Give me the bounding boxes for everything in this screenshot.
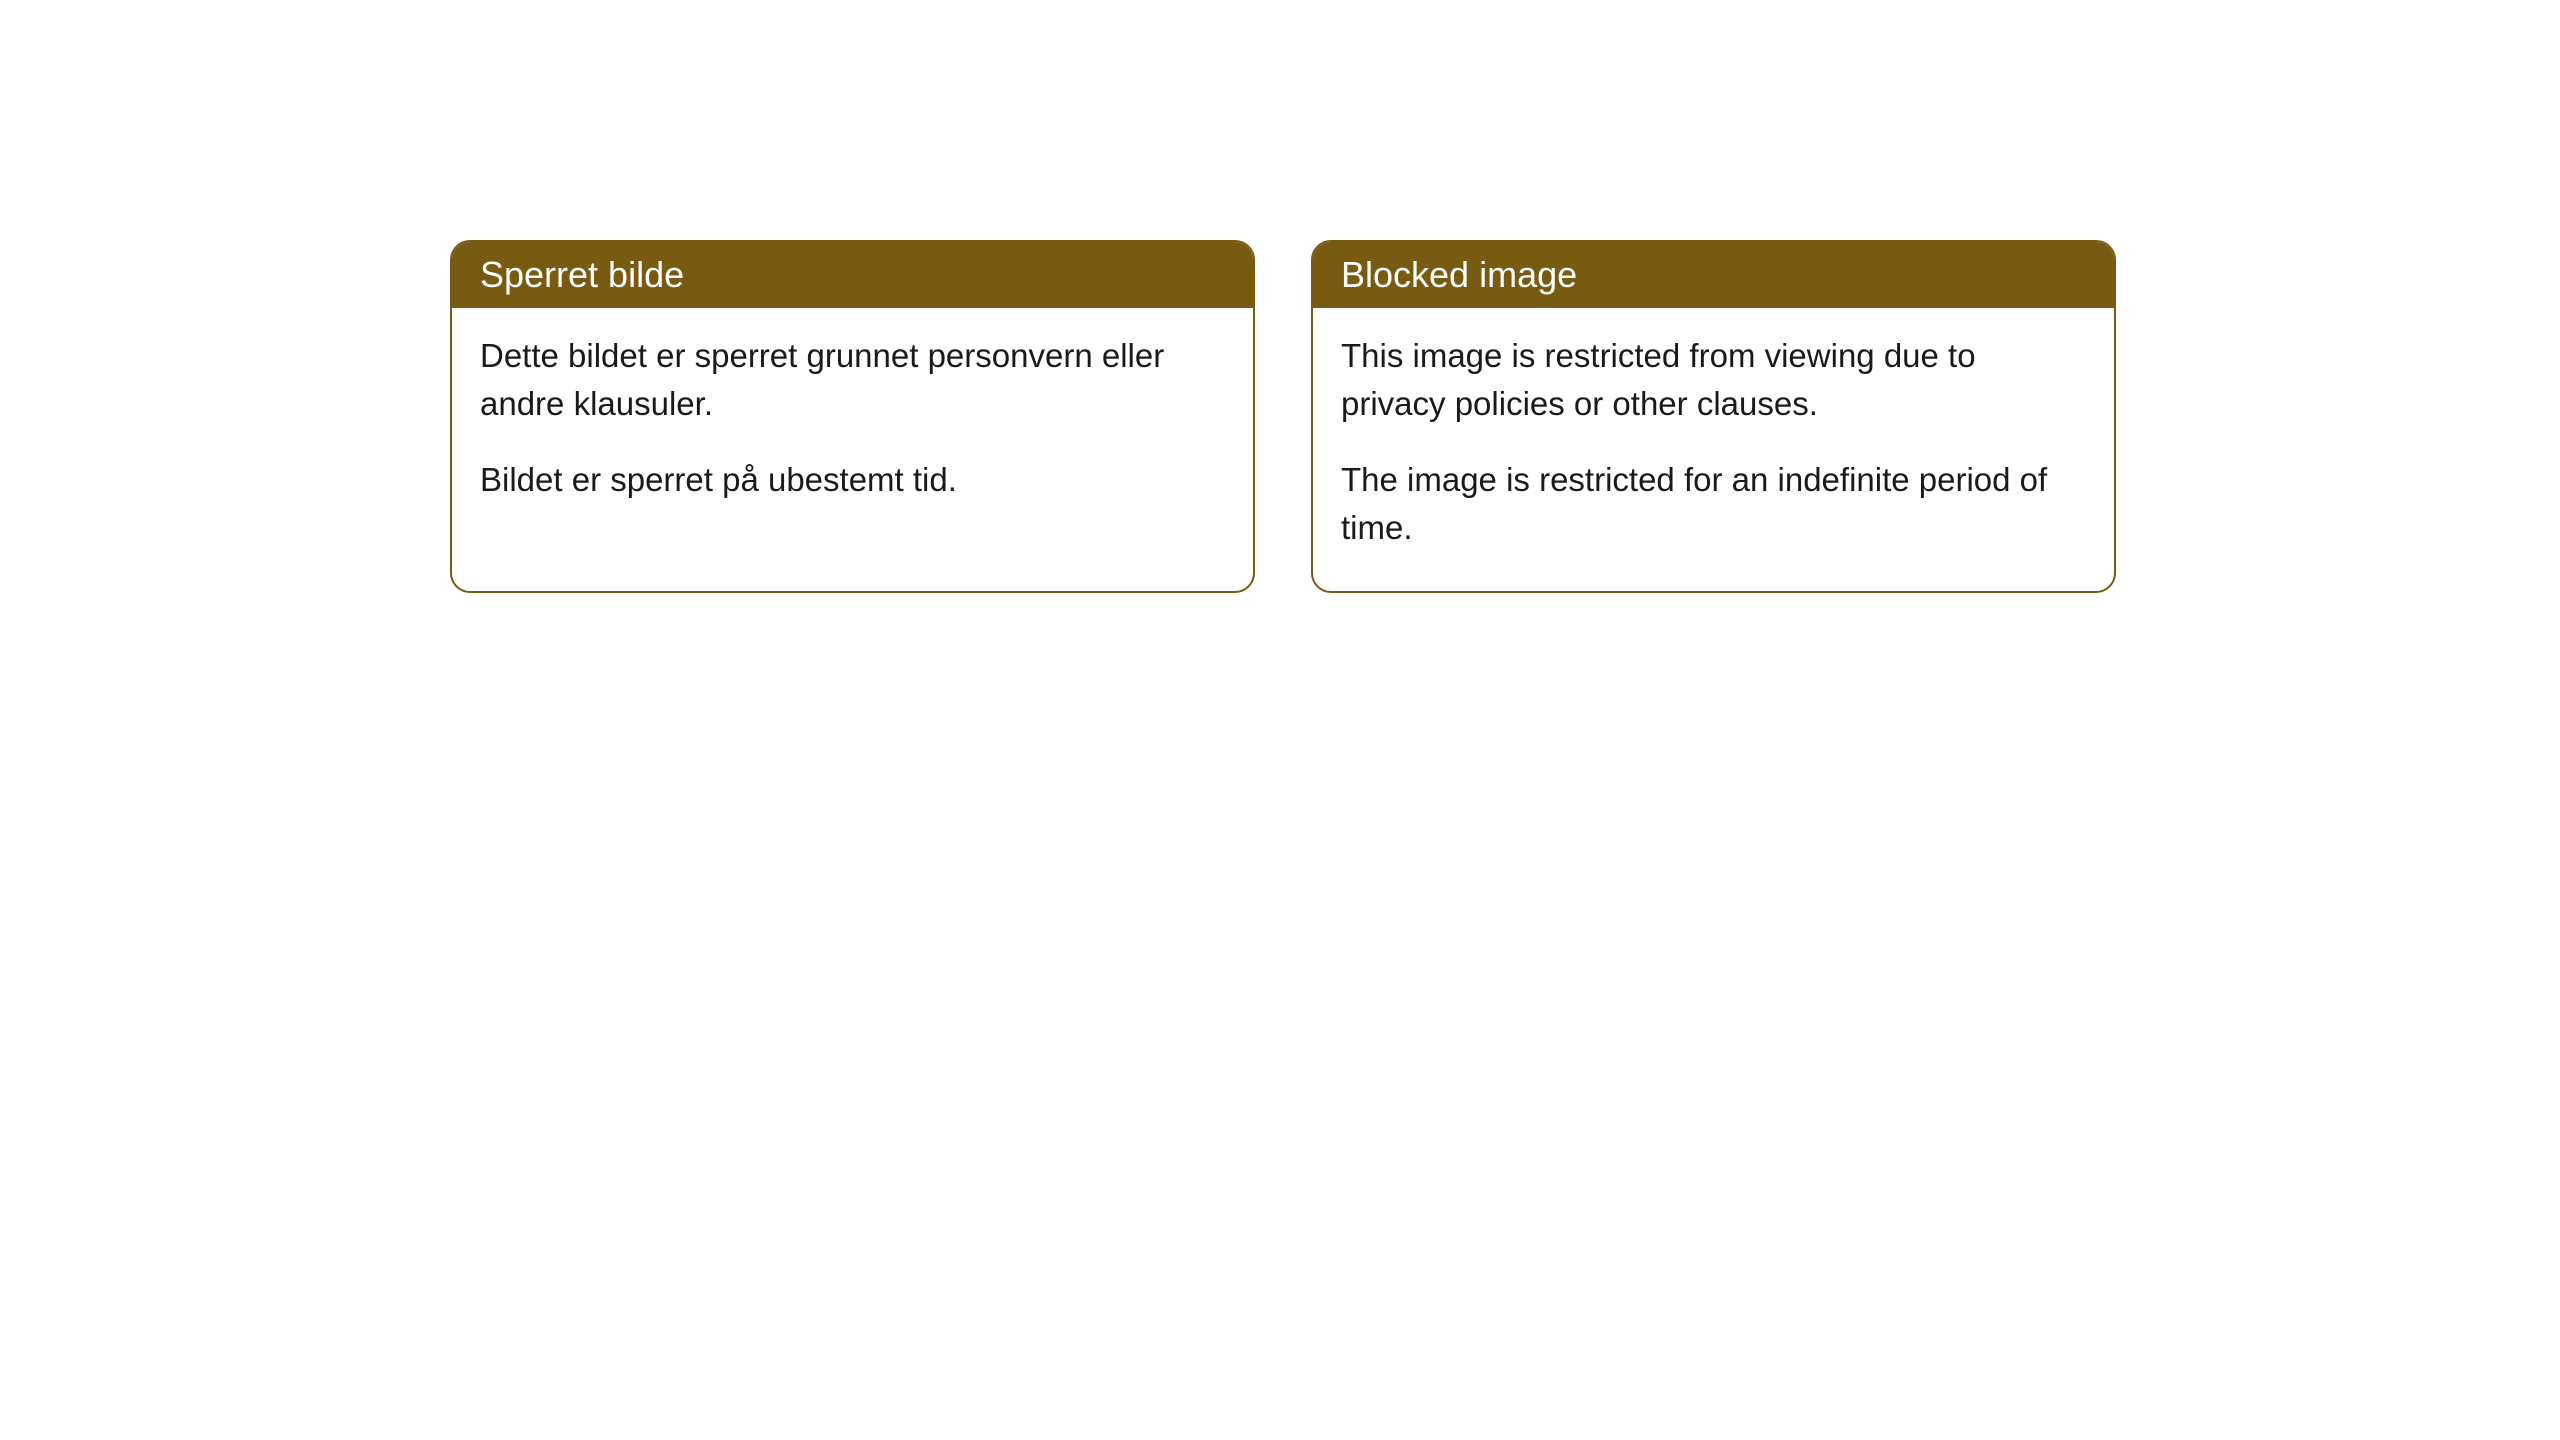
- card-text-no-1: Dette bildet er sperret grunnet personve…: [480, 332, 1225, 428]
- card-header-no: Sperret bilde: [452, 242, 1253, 308]
- card-text-en-1: This image is restricted from viewing du…: [1341, 332, 2086, 428]
- card-text-en-2: The image is restricted for an indefinit…: [1341, 456, 2086, 552]
- card-text-no-2: Bildet er sperret på ubestemt tid.: [480, 456, 1225, 504]
- card-body-en: This image is restricted from viewing du…: [1313, 308, 2114, 591]
- notice-container: Sperret bilde Dette bildet er sperret gr…: [450, 240, 2116, 593]
- blocked-image-card-no: Sperret bilde Dette bildet er sperret gr…: [450, 240, 1255, 593]
- card-title-en: Blocked image: [1341, 254, 1577, 295]
- card-body-no: Dette bildet er sperret grunnet personve…: [452, 308, 1253, 544]
- card-header-en: Blocked image: [1313, 242, 2114, 308]
- card-title-no: Sperret bilde: [480, 254, 684, 295]
- blocked-image-card-en: Blocked image This image is restricted f…: [1311, 240, 2116, 593]
